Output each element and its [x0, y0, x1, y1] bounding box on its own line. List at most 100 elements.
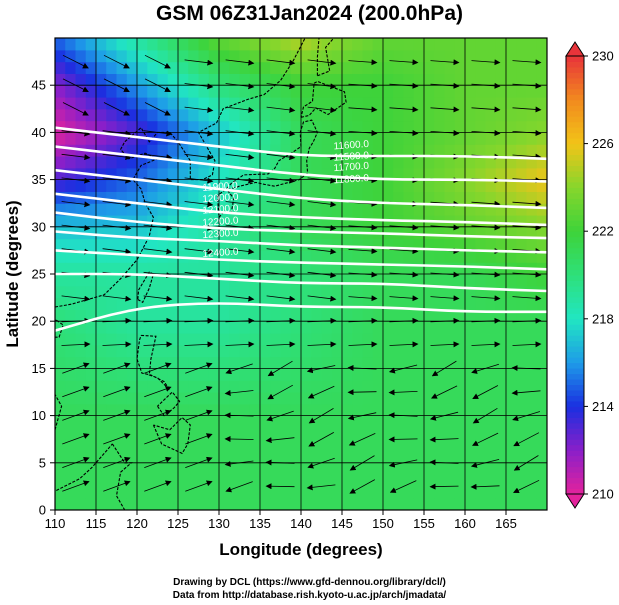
heatmap-cell	[331, 61, 343, 74]
heatmap-cell	[434, 120, 446, 133]
heatmap-cell	[239, 403, 251, 417]
heatmap-cell	[526, 179, 538, 192]
heatmap-cell	[311, 203, 323, 216]
heatmap-cell	[454, 356, 466, 369]
contour-label: 11500.0	[333, 150, 370, 163]
heatmap-cell	[352, 97, 364, 110]
heatmap-cell	[239, 344, 251, 358]
heatmap-cell	[485, 321, 497, 334]
heatmap-cell	[229, 73, 241, 86]
heatmap-cell	[137, 49, 148, 63]
heatmap-cell	[106, 321, 118, 334]
heatmap-cell	[208, 439, 220, 452]
heatmap-cell	[383, 61, 394, 74]
heatmap-cell	[393, 368, 405, 381]
heatmap-cell	[290, 321, 302, 334]
heatmap-cell	[403, 49, 415, 63]
streamline-arrow	[144, 54, 171, 69]
heatmap-cell	[219, 120, 230, 133]
heatmap-cell	[55, 85, 66, 98]
colorbar-segment	[566, 417, 584, 424]
heatmap-cell	[116, 462, 128, 476]
contour-label: 12000.0	[202, 192, 239, 206]
heatmap-cell	[301, 49, 312, 63]
heatmap-cell	[157, 451, 169, 464]
colorbar-segment	[566, 280, 584, 287]
streamline-arrow	[389, 130, 419, 137]
heatmap-cell	[198, 38, 210, 51]
heatmap-cell	[516, 427, 528, 440]
streamline-arrow	[103, 362, 131, 374]
streamline-arrow	[144, 102, 171, 116]
heatmap-cell	[106, 238, 118, 251]
streamline-arrow	[512, 411, 541, 422]
heatmap-cell	[393, 73, 405, 86]
heatmap-cell	[536, 85, 547, 98]
heatmap-cell	[403, 132, 415, 145]
streamline-arrow	[307, 385, 335, 399]
streamline-arrow	[430, 59, 460, 66]
heatmap-cell	[434, 474, 446, 487]
heatmap-cell	[485, 226, 497, 240]
heatmap-cell	[393, 333, 405, 346]
heatmap-cell	[219, 262, 230, 275]
heatmap-cell	[55, 439, 66, 452]
streamline-arrow	[389, 59, 419, 66]
heatmap-cell	[96, 238, 107, 251]
heatmap-cell	[208, 462, 220, 476]
colorbar-segment	[566, 379, 584, 385]
heatmap-cell	[444, 49, 456, 63]
heatmap-cell	[116, 380, 128, 393]
heatmap-cell	[352, 285, 364, 299]
heatmap-cell	[506, 215, 517, 228]
heatmap-cell	[96, 73, 107, 86]
streamline-arrow	[144, 362, 172, 374]
heatmap-cell	[485, 191, 497, 204]
heatmap-cell	[526, 333, 538, 346]
heatmap-cell	[75, 344, 87, 358]
heatmap-cell	[239, 73, 251, 86]
heatmap-cell	[126, 191, 138, 204]
heatmap-cell	[372, 49, 384, 63]
heatmap-cell	[65, 356, 77, 369]
heatmap-cell	[352, 368, 364, 381]
heatmap-cell	[301, 474, 312, 487]
heatmap-cell	[444, 356, 456, 369]
heatmap-cell	[188, 403, 200, 417]
heatmap-cell	[475, 486, 487, 499]
heatmap-cell	[249, 250, 261, 263]
heatmap-cell	[526, 250, 538, 263]
heatmap-cell	[208, 108, 220, 122]
heatmap-cell	[475, 462, 487, 476]
streamline-arrow	[103, 54, 130, 69]
heatmap-cell	[65, 333, 77, 346]
heatmap-cell	[147, 297, 159, 310]
heatmap-cell	[485, 97, 497, 110]
heatmap-cell	[444, 451, 456, 464]
heatmap-cell	[249, 120, 261, 133]
heatmap-cell	[167, 132, 179, 145]
heatmap-cell	[75, 309, 87, 322]
streamline-arrow	[62, 480, 90, 492]
heatmap-cell	[188, 250, 200, 263]
streamline-arrow	[512, 59, 542, 66]
streamline-arrow	[512, 106, 542, 113]
heatmap-cell	[485, 215, 497, 228]
heatmap-cell	[75, 380, 87, 393]
heatmap-cell	[280, 156, 292, 169]
heatmap-cell	[126, 144, 138, 157]
heatmap-cell	[342, 486, 353, 499]
heatmap-cell	[188, 285, 200, 299]
heatmap-cell	[65, 274, 77, 287]
heatmap-cell	[372, 498, 384, 510]
heatmap-cell	[208, 285, 220, 299]
heatmap-cell	[393, 439, 405, 452]
streamline-arrow	[225, 481, 253, 493]
heatmap-cell	[444, 179, 456, 192]
heatmap-cell	[383, 97, 394, 110]
heatmap-cell	[311, 368, 323, 381]
credit-drawing: Drawing by DCL (https://www.gfd-dennou.o…	[173, 577, 446, 588]
heatmap-cell	[362, 297, 374, 310]
heatmap-cell	[506, 344, 517, 358]
heatmap-cell	[188, 49, 200, 63]
